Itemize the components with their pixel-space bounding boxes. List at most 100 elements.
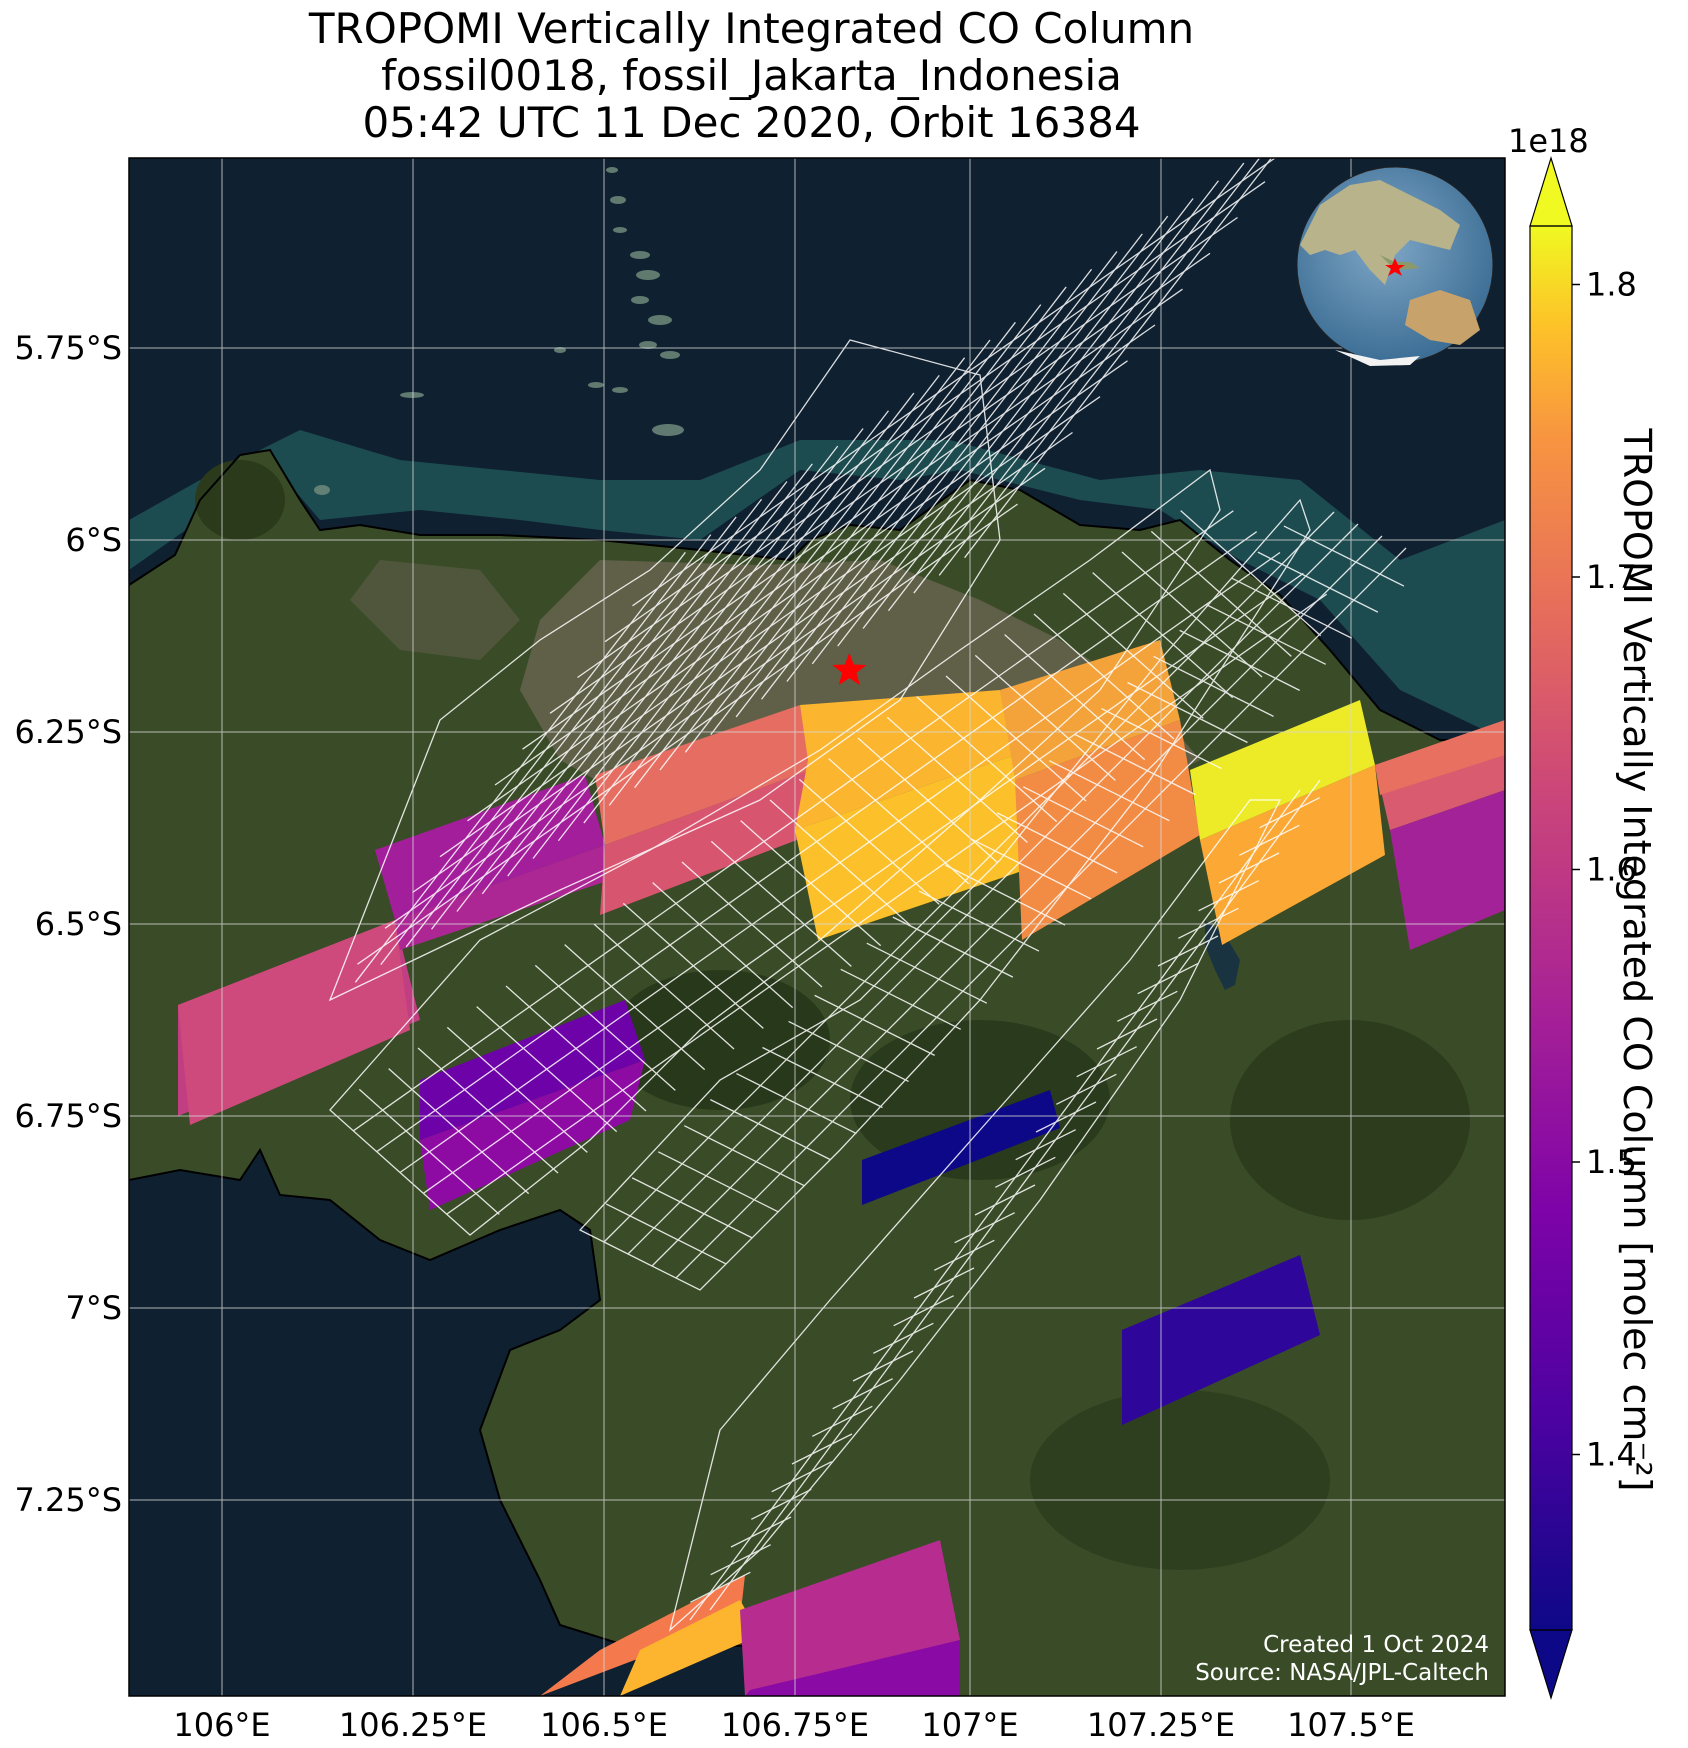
- lon-tick-label: 106.5°E: [540, 1706, 668, 1744]
- co-pixels: [178, 640, 1505, 1696]
- map-frame: [128, 157, 1506, 1697]
- co-pixel: [375, 775, 605, 920]
- lat-tick-label: 6.5°S: [35, 905, 122, 943]
- footprint-mesh-line: [710, 1544, 771, 1576]
- footprint-mesh-line: [675, 547, 1407, 1279]
- footprint-mesh-line: [1056, 1073, 1117, 1105]
- footprint-mesh-line: [762, 1046, 883, 1109]
- footprint-mesh-line: [1076, 1046, 1137, 1078]
- footprint-mesh-line: [651, 535, 1383, 1267]
- co-pixel: [595, 705, 810, 845]
- co-pixel: [178, 920, 410, 1125]
- footprint-mesh-line: [709, 779, 1321, 1611]
- lat-tick-label: 6.25°S: [14, 713, 122, 751]
- colorbar-multiplier: 1e18: [1508, 122, 1589, 160]
- mountain-east: [1230, 1020, 1470, 1220]
- footprint-swath-4: [668, 799, 1282, 1632]
- colorbar-extend-max: [1529, 155, 1573, 227]
- footprint-mesh-line: [352, 510, 1234, 1132]
- footprint-mesh-line: [840, 968, 962, 1030]
- footprint-mesh-line: [1137, 963, 1198, 995]
- colorbar-ticks: 1.8 1.7 1.6 1.5 1.4: [1572, 266, 1637, 1474]
- co-pixel: [745, 1640, 960, 1696]
- footprint-mesh-line: [1231, 577, 1353, 639]
- footprint-mesh-line: [995, 1156, 1056, 1188]
- footprint-mesh-line: [791, 1433, 853, 1465]
- footprint-mesh-line: [970, 838, 1092, 900]
- footprint-mesh-line: [439, 396, 1101, 858]
- title-line-3: 05:42 UTC 11 Dec 2020, Orbit 16384: [362, 98, 1141, 147]
- inset-red-star-icon: [1385, 258, 1405, 276]
- footprint-swath-2: [329, 468, 1221, 1236]
- footprint-mesh-line: [893, 1295, 954, 1327]
- footprint-mesh-line: [631, 1177, 753, 1239]
- lon-tick-label: 107.25°E: [1087, 1706, 1235, 1744]
- footprint-mesh-line: [812, 1405, 873, 1437]
- footprint-mesh-line: [1283, 525, 1405, 587]
- lat-tick-label: 7°S: [65, 1289, 122, 1327]
- longitude-labels: 106°E 106.25°E 106.5°E 106.75°E 107°E 10…: [173, 1706, 1415, 1744]
- footprint-mesh-line: [1205, 603, 1327, 665]
- source-credit: Source: NASA/JPL-Caltech: [1195, 1660, 1489, 1686]
- south-coastline: [129, 1147, 961, 1696]
- footprint-mesh-line: [934, 1239, 995, 1271]
- urban-area-west: [350, 560, 520, 660]
- footprint-mesh-line: [577, 216, 1238, 679]
- footprint-mesh-line: [603, 511, 1335, 1243]
- footprint-mesh-line: [1022, 786, 1144, 848]
- title-line-2: fossil0018, fossil_Jakarta_Indonesia: [381, 51, 1122, 100]
- footprint-mesh-line: [852, 1350, 914, 1382]
- footprint-mesh-line: [446, 593, 1328, 1215]
- colorbar-tick-label: 1.6: [1586, 851, 1637, 889]
- lon-tick-label: 106°E: [173, 1706, 270, 1744]
- footprint-mesh-line: [399, 551, 1281, 1174]
- title-line-1: TROPOMI Vertically Integrated CO Column: [308, 4, 1195, 53]
- footprint-mesh-line: [412, 431, 1073, 894]
- red-star-icon: [832, 652, 867, 686]
- created-credit: Created 1 Oct 2024: [1263, 1632, 1489, 1658]
- footprint-mesh-line: [913, 1267, 975, 1299]
- graticule: [129, 158, 1505, 1696]
- co-pixel: [795, 755, 1025, 940]
- footprint-mesh-line: [690, 1571, 751, 1603]
- colorbar-extend-min: [1529, 1629, 1573, 1701]
- lon-tick-label: 106.75°E: [721, 1706, 869, 1744]
- footprint-mesh-line: [866, 942, 988, 1004]
- footprint-mesh-line: [376, 531, 1258, 1153]
- lat-tick-label: 6°S: [65, 521, 122, 559]
- co-pixel: [1190, 700, 1375, 840]
- colorbar-outline: [1529, 225, 1573, 1631]
- footprint-mesh: [352, 158, 1407, 1621]
- footprint-mesh-line: [954, 1212, 1015, 1244]
- footprint-mesh-line: [689, 789, 1301, 1621]
- footprint-mesh-line: [832, 1378, 893, 1410]
- footprint-mesh-line: [974, 1184, 1036, 1216]
- footprint-mesh-line: [814, 994, 935, 1056]
- footprint-mesh-line: [710, 1099, 831, 1161]
- colorbar-tick-label: 1.4: [1586, 1436, 1637, 1474]
- footprint-mesh-line: [657, 1151, 779, 1213]
- mountain-salak: [610, 970, 830, 1110]
- lat-tick-label: 6.75°S: [14, 1097, 122, 1135]
- co-pixel: [620, 1600, 760, 1696]
- footprint-mesh-line: [522, 288, 1183, 750]
- co-pixel: [420, 1000, 645, 1140]
- footprint-mesh-line: [892, 916, 1014, 978]
- co-pixel: [1122, 1255, 1320, 1425]
- footprint-swath-1: [328, 339, 1001, 1002]
- lon-tick-label: 106.25°E: [339, 1706, 487, 1744]
- colorbar-tick-label: 1.5: [1586, 1143, 1637, 1181]
- lat-tick-label: 7.25°S: [14, 1481, 122, 1519]
- footprint-mesh-line: [1153, 655, 1274, 718]
- footprint-mesh-line: [422, 572, 1304, 1194]
- co-pixel: [1375, 720, 1505, 795]
- footprint-mesh-line: [605, 1203, 727, 1265]
- co-pixel: [420, 1060, 645, 1210]
- footprint-mesh-line: [632, 158, 1277, 607]
- footprint-mesh-line: [1179, 629, 1300, 691]
- footprint-mesh-line: [683, 1125, 805, 1187]
- footprint-mesh-line: [494, 324, 1156, 786]
- co-pixel: [540, 1575, 745, 1696]
- footprint-mesh-line: [1239, 824, 1300, 856]
